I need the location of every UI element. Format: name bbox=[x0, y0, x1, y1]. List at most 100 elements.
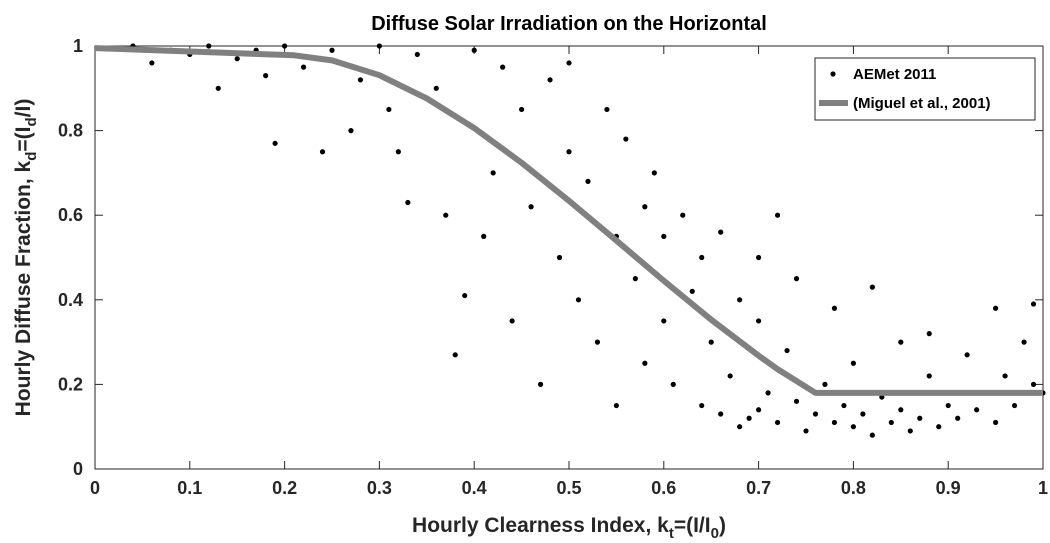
legend-box bbox=[814, 57, 1036, 121]
scatter-point bbox=[680, 212, 686, 218]
scatter-point bbox=[319, 149, 326, 155]
scatter-point bbox=[348, 128, 354, 134]
model-line bbox=[94, 45, 1043, 396]
scatter-point bbox=[585, 178, 591, 184]
scatter-point bbox=[926, 331, 932, 337]
scatter-point bbox=[1002, 373, 1008, 379]
x-tick-label: 0.5 bbox=[556, 478, 581, 498]
scatter-point bbox=[1011, 402, 1018, 409]
scatter-point bbox=[357, 77, 364, 83]
scatter-point bbox=[509, 318, 515, 324]
y-axis-label-part: Hourly Diffuse Fraction, k bbox=[12, 160, 35, 416]
scatter-point bbox=[661, 233, 667, 239]
scatter-point bbox=[926, 373, 932, 379]
scatter-point bbox=[500, 64, 506, 70]
scatter-point bbox=[263, 73, 269, 79]
scatter-point bbox=[623, 136, 629, 142]
legend-label: AEMet 2011 bbox=[853, 66, 936, 83]
y-tick-label: 0.8 bbox=[58, 121, 83, 141]
scatter-point bbox=[376, 43, 382, 49]
scatter-point bbox=[528, 204, 534, 210]
scatter-point bbox=[1030, 381, 1037, 387]
x-axis-label-subscript: t bbox=[669, 525, 674, 542]
y-axis-label-subscript: d bbox=[23, 117, 40, 126]
scatter-point bbox=[234, 56, 240, 62]
scatter-point bbox=[300, 64, 307, 70]
scatter-point bbox=[793, 276, 800, 282]
scatter-point bbox=[632, 276, 638, 282]
scatter-point bbox=[604, 106, 610, 113]
scatter-point bbox=[898, 407, 904, 413]
scatter-point bbox=[898, 339, 904, 345]
scatter-point bbox=[765, 390, 771, 396]
scatter-point bbox=[784, 347, 790, 354]
scatter-point bbox=[462, 292, 468, 299]
scatter-point bbox=[443, 212, 449, 218]
x-tick-label: 1 bbox=[1038, 478, 1048, 498]
scatter-point bbox=[386, 106, 392, 113]
scatter-point bbox=[888, 419, 894, 426]
scatter-point bbox=[556, 254, 563, 261]
scatter-point bbox=[642, 360, 648, 366]
scatter-point bbox=[964, 352, 970, 358]
y-tick-label: 1 bbox=[73, 36, 83, 56]
scatter-point bbox=[993, 419, 999, 426]
x-axis-label-part: =(I/I bbox=[674, 514, 711, 537]
scatter-point bbox=[699, 402, 705, 409]
scatter-point bbox=[869, 284, 875, 290]
chart-title: Diffuse Solar Irradiation on the Horizon… bbox=[371, 13, 767, 35]
scatter-point bbox=[452, 352, 458, 358]
scatter-point bbox=[405, 199, 411, 206]
scatter-point bbox=[206, 43, 212, 49]
scatter-point bbox=[433, 85, 439, 91]
scatter-point bbox=[594, 339, 601, 345]
y-axis-label-part: /I) bbox=[12, 99, 35, 118]
scatter-point bbox=[708, 339, 714, 345]
scatter-point bbox=[907, 428, 913, 434]
scatter-point bbox=[727, 373, 733, 379]
scatter-point bbox=[670, 381, 676, 387]
x-tick-label: 0.6 bbox=[651, 478, 676, 498]
scatter-point bbox=[831, 419, 838, 426]
x-tick-label: 0.4 bbox=[462, 478, 487, 498]
scatter-point bbox=[149, 60, 155, 66]
y-axis-label-part: =(I bbox=[12, 127, 35, 152]
scatter-point bbox=[490, 170, 496, 176]
scatter-point bbox=[737, 424, 743, 430]
scatter-point bbox=[481, 233, 487, 239]
legend-label: (Miguel et al., 2001) bbox=[853, 95, 991, 112]
scatter-point bbox=[756, 254, 762, 261]
scatter-point bbox=[746, 415, 752, 421]
scatter-point bbox=[566, 60, 572, 66]
scatter-point bbox=[689, 288, 695, 294]
scatter-point bbox=[1021, 339, 1027, 345]
scatter-point bbox=[699, 254, 705, 261]
scatter-point bbox=[841, 402, 847, 409]
scatter-point bbox=[860, 411, 866, 417]
x-tick-label: 0.3 bbox=[367, 478, 392, 498]
x-tick-label: 0.2 bbox=[272, 478, 297, 498]
y-axis-label: Hourly Diffuse Fraction, kd=(Id/I) bbox=[12, 99, 40, 417]
y-axis-label-subscript: d bbox=[23, 152, 40, 161]
scatter-point bbox=[974, 407, 980, 413]
scatter-point bbox=[812, 411, 819, 417]
scatter-point bbox=[395, 149, 401, 155]
scatter-point bbox=[936, 424, 942, 430]
scatter-point bbox=[822, 381, 828, 387]
scatter-point bbox=[575, 297, 582, 303]
scatter-point bbox=[272, 140, 278, 146]
scatter-point bbox=[774, 419, 781, 426]
scatter-point bbox=[547, 77, 553, 83]
x-tick-label: 0.7 bbox=[746, 478, 771, 498]
scatter-point bbox=[774, 212, 781, 218]
scatter-point bbox=[414, 51, 420, 58]
scatter-point bbox=[613, 402, 620, 409]
scatter-point bbox=[993, 305, 999, 311]
legend-marker bbox=[830, 71, 836, 77]
scatter-point bbox=[471, 47, 477, 53]
y-tick-label: 0.6 bbox=[58, 205, 83, 225]
scatter-point bbox=[566, 149, 572, 155]
x-tick-label: 0.9 bbox=[936, 478, 961, 498]
scatter-point bbox=[831, 305, 838, 311]
